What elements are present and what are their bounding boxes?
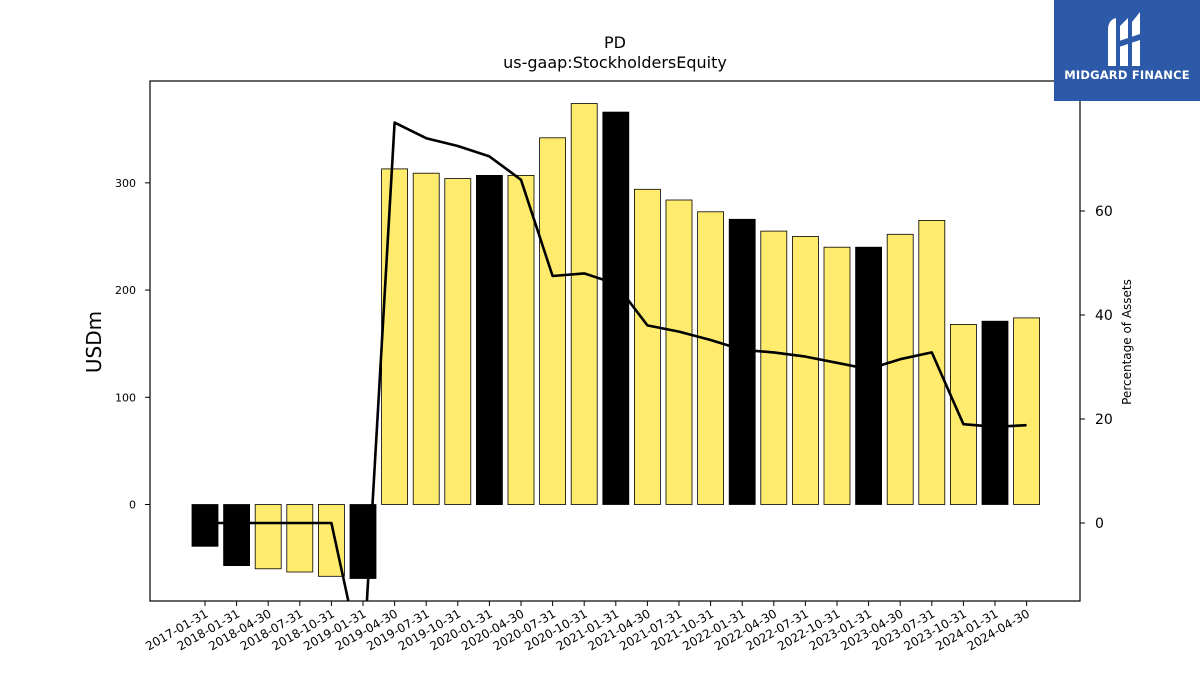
bar-2018-04-30 [254,504,282,570]
bar-2019-07-31 [412,172,440,505]
y-tick-label-100: 100 [115,391,136,404]
chart-subtitle: us-gaap:StockholdersEquity [503,53,727,72]
bar-2018-01-31 [223,504,251,566]
bar-2023-04-30 [886,233,914,505]
y-tick-label-200: 200 [115,284,136,297]
y2-tick-label-20: 20 [1095,412,1113,428]
bar-2021-07-31 [665,199,693,505]
y-tick-label-300: 300 [115,177,136,190]
y-tick-label-0: 0 [129,499,136,512]
bar-2020-07-31 [539,137,566,505]
y-axis-label: USDm [82,311,106,373]
bar-2020-01-31 [475,174,503,506]
bar-2023-07-31 [918,219,946,505]
bar-2021-10-31 [697,211,724,505]
y2-axis-label: Percentage of Assets [1120,279,1134,405]
bar-2024-04-30 [1013,317,1040,505]
bar-2021-04-30 [634,188,661,505]
bar-2022-07-31 [792,236,819,505]
bar-2018-07-31 [286,504,314,573]
bar-series [191,103,1040,579]
plot-frame [149,80,1081,602]
y2-tick-label-0: 0 [1095,516,1104,532]
midgard-logo-icon [1108,12,1140,66]
bar-2022-01-31 [728,218,756,505]
logo: MIDGARD FINANCE [1054,0,1200,101]
y2-tick-label-40: 40 [1095,308,1113,324]
y2-tick-label-60: 60 [1095,204,1113,220]
bar-2020-10-31 [570,103,598,505]
bar-2024-01-31 [981,320,1009,505]
bar-2020-04-30 [507,174,535,506]
bar-2021-01-31 [602,111,630,505]
bar-2017-01-31 [191,504,219,547]
chart-title: PD [604,33,626,52]
bar-2023-10-31 [950,323,977,505]
bar-2019-04-30 [381,168,409,505]
bar-2019-10-31 [444,178,472,505]
bar-2022-10-31 [823,246,851,505]
logo-text: MIDGARD FINANCE [1064,68,1190,82]
bar-2023-01-31 [855,246,882,505]
bar-2022-04-30 [760,230,788,505]
line-percentage-of-assets [205,121,1027,601]
